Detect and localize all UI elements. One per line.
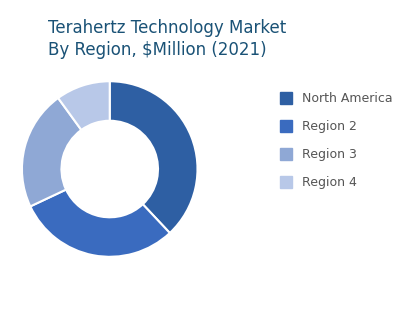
Wedge shape [22, 98, 81, 206]
Wedge shape [30, 190, 170, 257]
Text: Terahertz Technology Market
By Region, $Million (2021): Terahertz Technology Market By Region, $… [48, 19, 286, 59]
Wedge shape [110, 81, 198, 233]
Text: Source: www.psmarketresearch.com: Source: www.psmarketresearch.com [170, 294, 361, 304]
Wedge shape [58, 81, 110, 130]
Legend: North America, Region 2, Region 3, Region 4: North America, Region 2, Region 3, Regio… [280, 92, 393, 189]
